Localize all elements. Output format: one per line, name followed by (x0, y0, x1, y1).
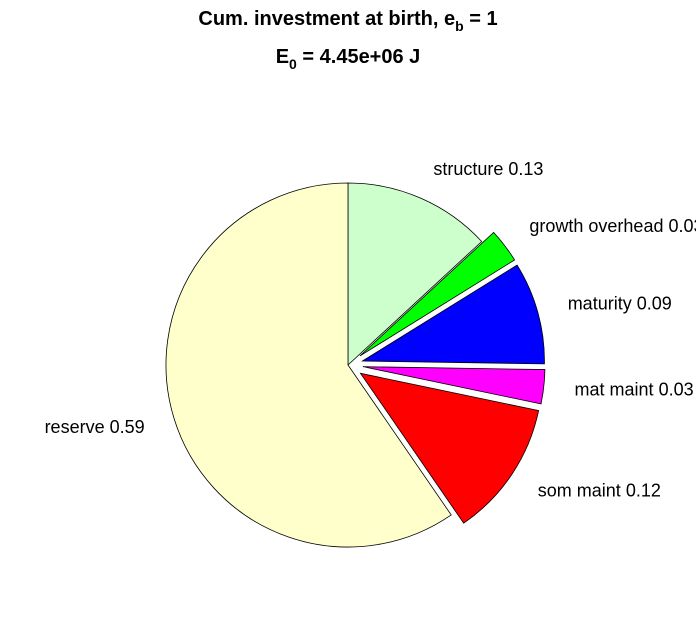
slice-value: 0.09 (637, 293, 672, 313)
chart-title: Cum. investment at birth, eb = 1 (198, 8, 497, 33)
slice-category: som maint (538, 480, 621, 500)
slice-value: 0.13 (508, 159, 543, 179)
slice-category: structure (433, 159, 503, 179)
title-text: Cum. investment at birth, e (198, 8, 455, 30)
pie-slice (165, 182, 452, 548)
subtitle-text: = 4.45e+06 J (297, 46, 420, 68)
slice-label: mat maint 0.03 (575, 379, 694, 399)
chart-subtitle: E0 = 4.45e+06 J (276, 46, 421, 71)
pie-slice (359, 372, 540, 524)
slice-category: maturity (568, 293, 632, 313)
subtitle-subscript: 0 (289, 56, 297, 72)
slice-label: structure 0.13 (433, 159, 543, 179)
pie-slice (361, 264, 545, 365)
pie-slice (362, 366, 546, 405)
slice-label: som maint 0.12 (538, 480, 661, 500)
slice-label: growth overhead 0.03 (529, 216, 696, 236)
slice-label: reserve 0.59 (45, 417, 145, 437)
slice-value: 0.03 (668, 216, 696, 236)
slice-category: reserve (45, 417, 105, 437)
title-text: = 1 (464, 8, 498, 30)
slice-category: growth overhead (529, 216, 663, 236)
slice-value: 0.59 (110, 417, 145, 437)
slice-category: mat maint (575, 379, 654, 399)
title-subscript: b (455, 18, 464, 34)
slice-label: maturity 0.09 (568, 293, 672, 313)
pie-slice (359, 231, 516, 357)
slice-value: 0.03 (659, 379, 694, 399)
pie-slice (347, 182, 483, 366)
subtitle-text: E (276, 46, 289, 68)
slice-value: 0.12 (626, 480, 661, 500)
